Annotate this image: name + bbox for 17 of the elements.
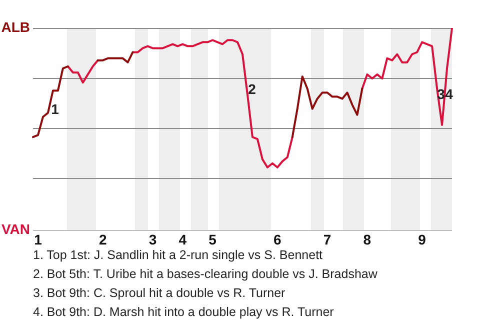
x-tick-label: 1 bbox=[34, 231, 42, 248]
text: 1. Top 1st: J. Sandlin hit a 2-run single vs S. Bennett bbox=[33, 247, 324, 264]
text: 3. Bot 9th: C. Sproul hit a double vs R. Turner bbox=[33, 285, 286, 302]
text: ALB bbox=[1, 18, 30, 35]
x-tick-label: 6 bbox=[274, 231, 282, 248]
x-tick-label: 8 bbox=[363, 231, 372, 248]
x-tick-label: 5 bbox=[208, 231, 217, 248]
x-tick-label: 4 bbox=[178, 231, 187, 248]
text: 2. Bot 5th: T. Uribe hit a bases-clearing double vs J. Bradshaw bbox=[33, 266, 378, 283]
annotation: 2 bbox=[248, 80, 256, 97]
text: 4. Bot 9th: D. Marsh hit into a double play vs R. Turner bbox=[33, 304, 335, 320]
x-tick-label: 7 bbox=[323, 231, 332, 248]
x-tick-label: 9 bbox=[418, 231, 426, 248]
x-tick-label: 3 bbox=[148, 231, 157, 248]
x-tick-label: 2 bbox=[98, 231, 107, 248]
text: VAN bbox=[1, 220, 30, 237]
annotation: 1 bbox=[51, 100, 60, 117]
